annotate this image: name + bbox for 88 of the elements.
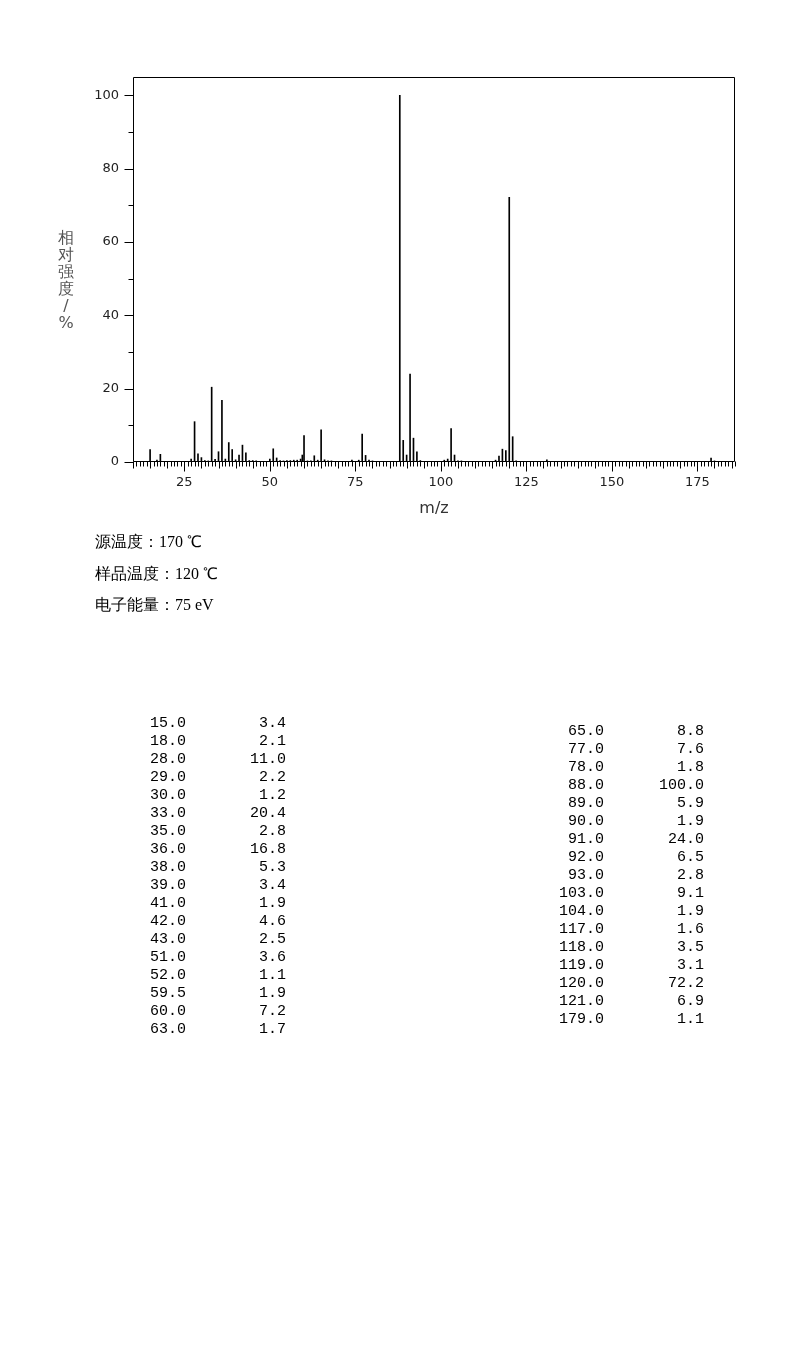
text: 3.6 [258, 949, 286, 966]
y-tick-label: 80 [102, 160, 119, 176]
text: 1.9 [676, 903, 704, 920]
text: 1.8 [676, 759, 704, 776]
category-label: 28.0 [149, 751, 186, 769]
category-label: 36.0 [149, 841, 186, 859]
category-label: 77.0 [567, 741, 604, 759]
category-label: 59.5 [149, 985, 186, 1003]
text: 1.9 [258, 895, 286, 912]
text: 3.4 [258, 877, 286, 894]
text: 源温度：170 ℃ [95, 532, 202, 552]
category-label: 65.0 [567, 723, 604, 741]
text: 样品温度：120 ℃ [95, 563, 218, 584]
category-label: 90.0 [567, 813, 604, 831]
text: 1.1 [676, 1011, 704, 1028]
category-label: 92.0 [567, 849, 604, 867]
x-axis-title: m/z [419, 497, 449, 517]
text: 1.9 [676, 813, 704, 830]
text: 2.1 [258, 733, 286, 750]
category-label: 15.0 [149, 715, 186, 733]
category-label: 38.0 [149, 859, 186, 877]
text: 3.1 [676, 957, 704, 974]
text: 2.2 [258, 769, 286, 786]
text: 1.7 [258, 1021, 286, 1038]
text: 72.2 [667, 975, 704, 992]
category-label: 18.0 [149, 733, 186, 751]
y-tick-label: 40 [102, 306, 119, 322]
text: 1.1 [258, 967, 286, 984]
category-label: 119.0 [558, 957, 604, 975]
text: 2.8 [676, 867, 704, 884]
text: 3.4 [258, 715, 286, 732]
text: 3.5 [676, 939, 704, 956]
category-label: 52.0 [149, 967, 186, 985]
text: 7.6 [676, 741, 704, 758]
text: 2.8 [258, 823, 286, 840]
category-label: 89.0 [567, 795, 604, 813]
category-label: 78.0 [567, 759, 604, 777]
x-tick-label: 75 [347, 474, 364, 490]
text: 20.4 [249, 805, 286, 822]
category-label: 120.0 [558, 975, 604, 993]
category-label: 91.0 [567, 831, 604, 849]
text: 2.5 [258, 931, 286, 948]
category-label: 103.0 [558, 885, 604, 903]
x-tick-label: 100 [428, 474, 454, 490]
category-label: 63.0 [149, 1021, 186, 1039]
y-tick-label: 100 [94, 86, 119, 102]
text: 11.0 [249, 751, 286, 768]
text: 5.3 [258, 859, 286, 876]
category-label: 41.0 [149, 895, 186, 913]
category-label: 179.0 [558, 1011, 604, 1029]
category-label: 35.0 [149, 823, 186, 841]
text: 16.8 [249, 841, 286, 858]
text: 1.6 [676, 921, 704, 938]
text: 4.6 [258, 913, 286, 930]
text: 电子能量：75 eV [95, 595, 214, 615]
text: 1.9 [258, 985, 286, 1002]
y-axis-title: 相对强度/% [57, 228, 75, 332]
category-label: 33.0 [149, 805, 186, 823]
text: 5.9 [676, 795, 704, 812]
category-label: 30.0 [149, 787, 186, 805]
x-tick-label: 175 [684, 474, 710, 490]
y-tick-label: 60 [102, 233, 119, 249]
x-tick-label: 125 [513, 474, 539, 490]
text: 6.5 [676, 849, 704, 866]
x-tick-label: 50 [261, 474, 279, 490]
category-label: 43.0 [149, 931, 186, 949]
text: 9.1 [676, 885, 704, 902]
y-tick-label: 0 [110, 453, 119, 469]
category-label: 104.0 [558, 903, 604, 921]
category-label: 93.0 [567, 867, 604, 885]
x-tick-label: 25 [176, 474, 193, 490]
text: 100.0 [658, 777, 704, 794]
text: 24.0 [667, 831, 704, 848]
text: 7.2 [258, 1003, 286, 1020]
text: 6.9 [676, 993, 704, 1010]
category-label: 39.0 [149, 877, 186, 895]
text: 8.8 [676, 723, 704, 740]
category-label: 88.0 [567, 777, 604, 795]
category-label: 42.0 [149, 913, 186, 931]
category-label: 121.0 [558, 993, 604, 1011]
category-label: 117.0 [558, 921, 604, 939]
category-label: 51.0 [149, 949, 186, 967]
x-tick-label: 150 [599, 474, 625, 490]
category-label: 60.0 [149, 1003, 186, 1021]
category-label: 118.0 [558, 939, 604, 957]
y-tick-label: 20 [102, 380, 119, 396]
text: 1.2 [258, 787, 286, 804]
category-label: 29.0 [149, 769, 186, 787]
